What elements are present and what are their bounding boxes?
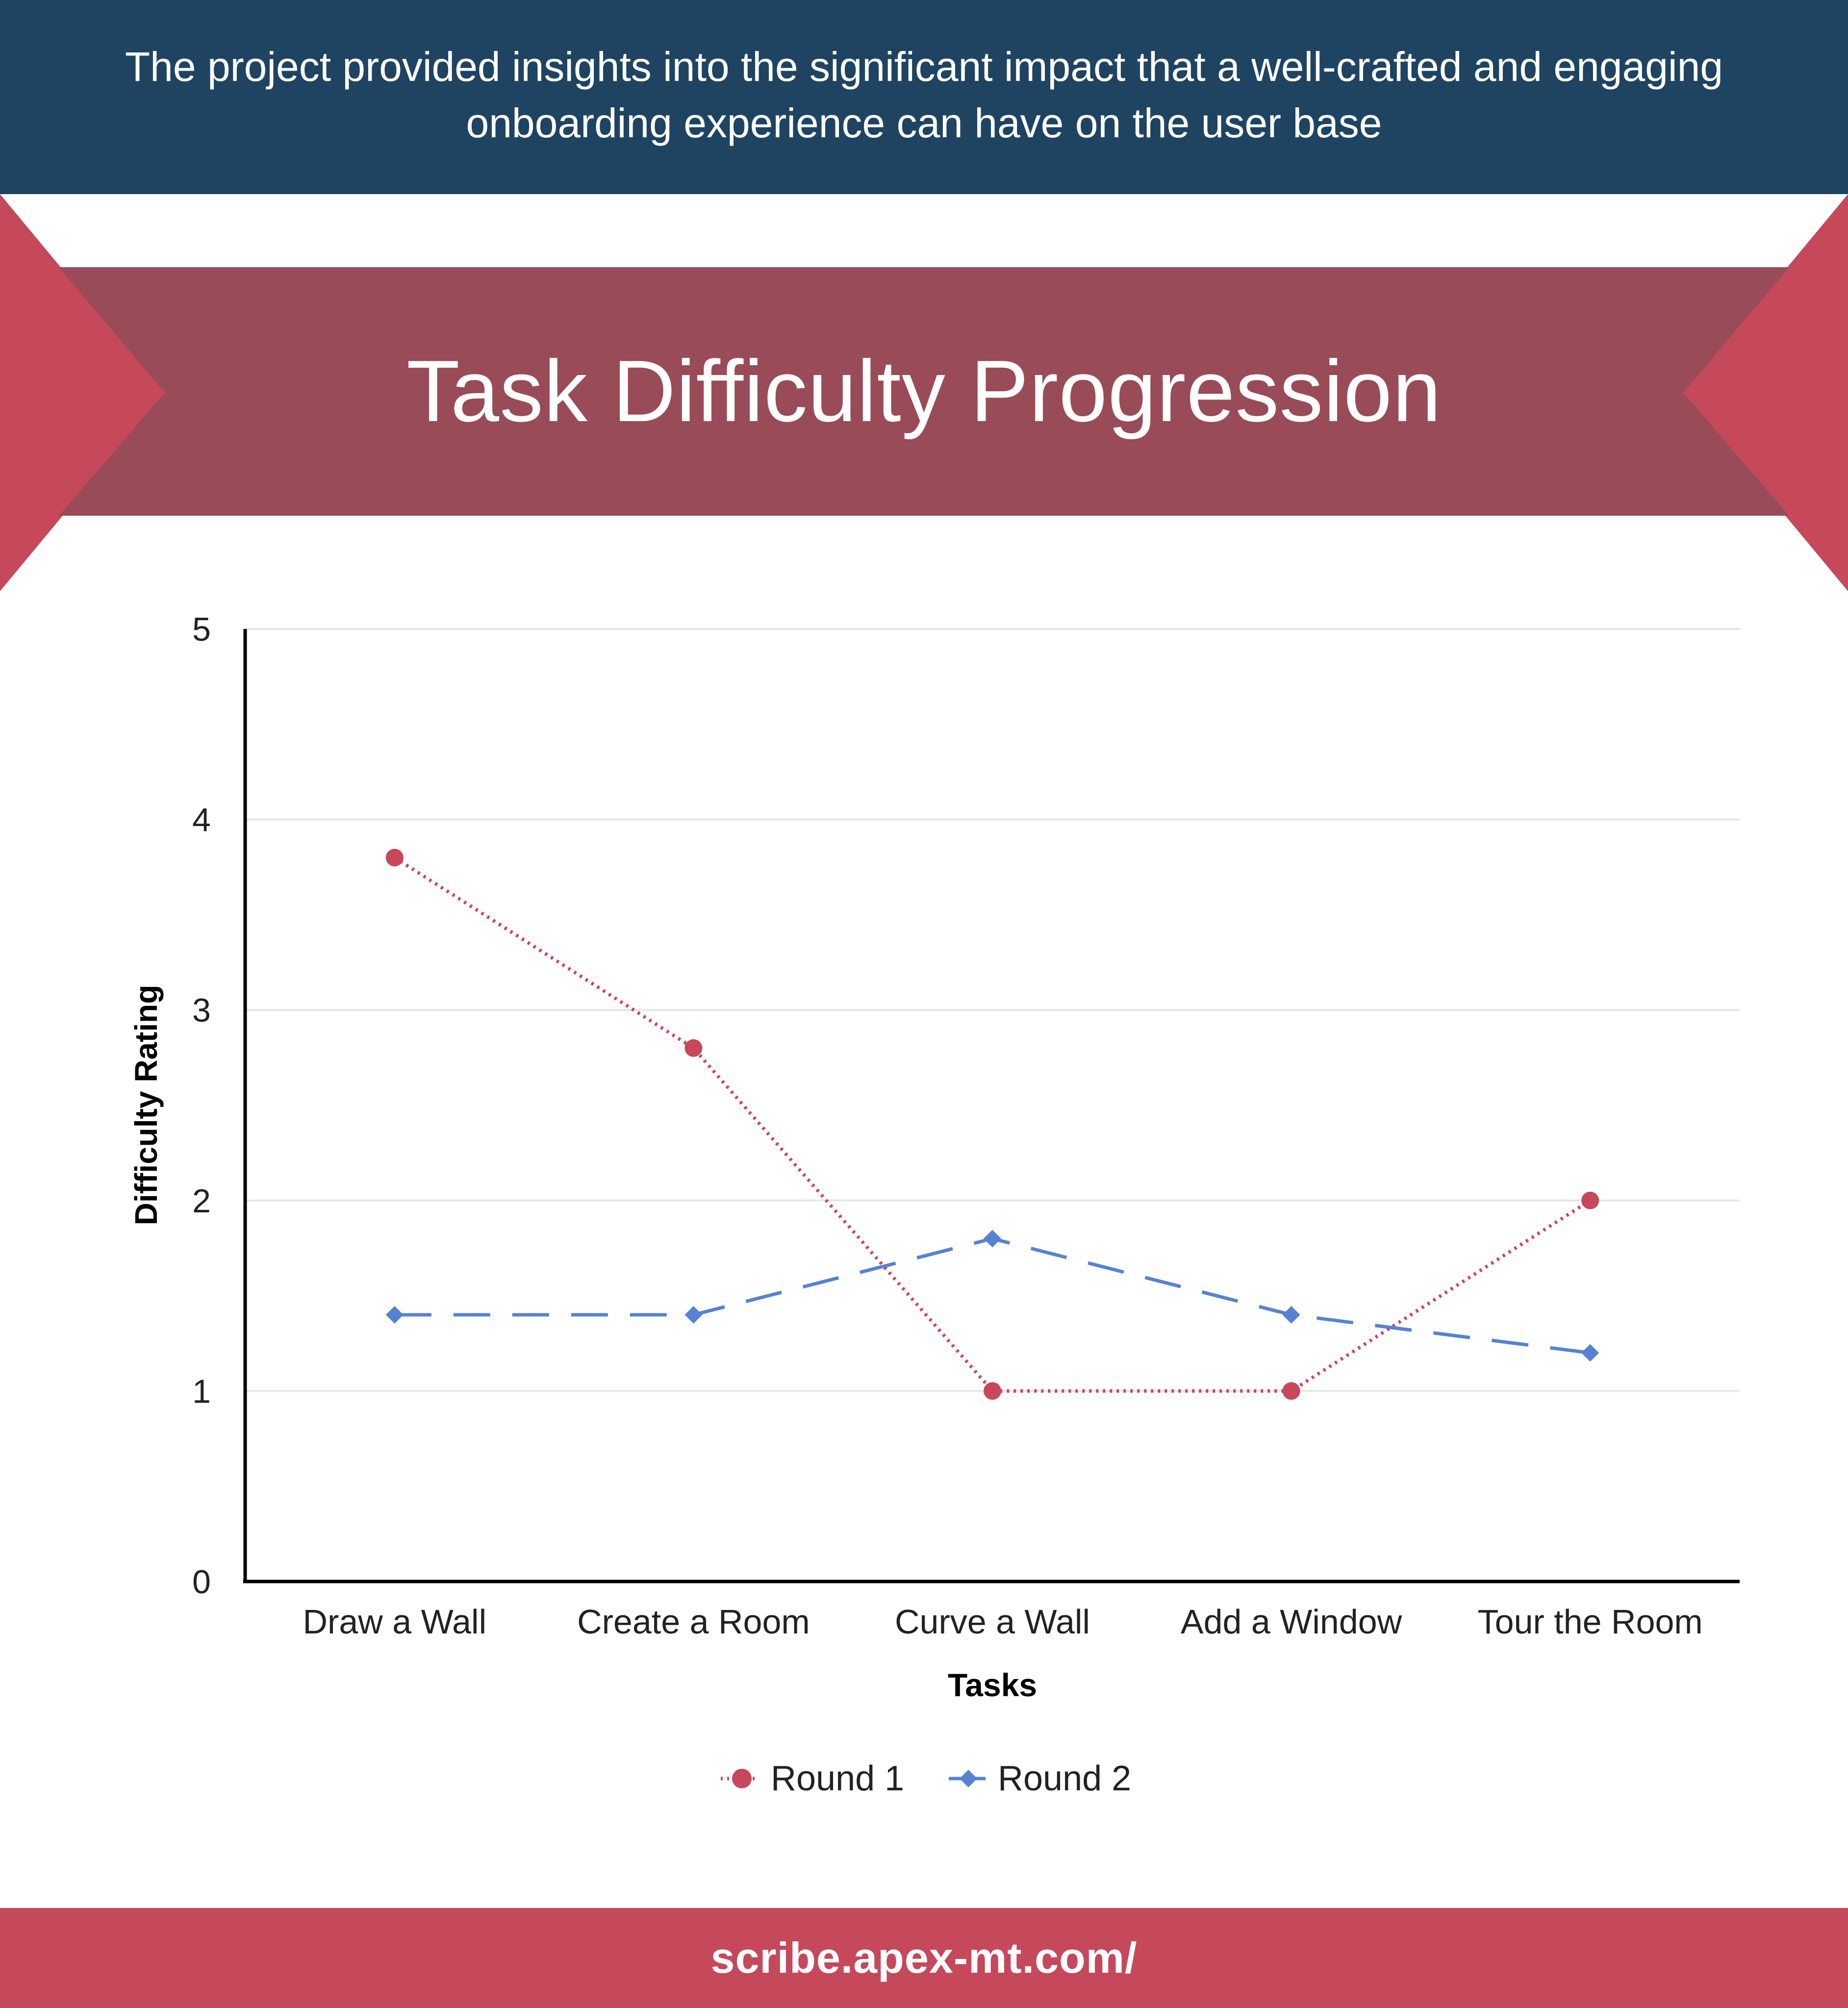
legend-marker-round-1 bbox=[732, 1769, 752, 1788]
point-round-1-create-a-room bbox=[684, 1039, 703, 1057]
header-text: The project provided insights into the s… bbox=[125, 44, 1723, 146]
point-round-1-draw-a-wall bbox=[385, 849, 404, 867]
legend-label-round-1: Round 1 bbox=[771, 1759, 904, 1798]
legend: Round 1 Round 2 bbox=[721, 1759, 1131, 1798]
point-round-1-tour-the-room bbox=[1581, 1191, 1599, 1209]
series-round-1 bbox=[385, 849, 1599, 1400]
footer-bar: scribe.apex-mt.com/ bbox=[0, 1908, 1848, 2008]
x-tick-label-curve-a-wall: Curve a Wall bbox=[895, 1603, 1090, 1641]
ribbon-band bbox=[59, 267, 1789, 516]
x-axis-label: Tasks bbox=[948, 1667, 1037, 1703]
x-tick-label-create-a-room: Create a Room bbox=[577, 1603, 810, 1641]
legend-marker-round-2 bbox=[960, 1770, 977, 1787]
footer-url[interactable]: scribe.apex-mt.com/ bbox=[710, 1933, 1138, 1982]
y-tick-label-1: 1 bbox=[192, 1373, 211, 1410]
point-round-2-add-a-window bbox=[1282, 1305, 1300, 1324]
y-tick-label-5: 5 bbox=[192, 611, 211, 648]
title-ribbon bbox=[0, 194, 1848, 591]
point-round-2-create-a-room bbox=[684, 1305, 703, 1324]
y-tick-labels: 0 1 2 3 4 5 bbox=[192, 611, 211, 1601]
grid-lines bbox=[245, 628, 1740, 1392]
y-tick-label-4: 4 bbox=[192, 802, 211, 839]
y-tick-label-3: 3 bbox=[192, 992, 211, 1029]
series bbox=[385, 849, 1599, 1400]
point-round-2-curve-a-wall bbox=[984, 1230, 1001, 1248]
ribbon-right-tip bbox=[1683, 194, 1848, 591]
series-round-2 bbox=[385, 1230, 1599, 1362]
legend-item-round-2: Round 2 bbox=[949, 1759, 1131, 1798]
header-banner: The project provided insights into the s… bbox=[0, 0, 1848, 194]
y-axis-label: Difficulty Rating bbox=[128, 985, 164, 1226]
x-tick-labels: Draw a Wall Create a Room Curve a Wall Add … bbox=[303, 1603, 1702, 1641]
series-line-round-1 bbox=[393, 856, 1592, 1393]
point-round-2-draw-a-wall bbox=[385, 1305, 404, 1324]
x-tick-label-draw-a-wall: Draw a Wall bbox=[303, 1603, 486, 1641]
chart-title: Task Difficulty Progression bbox=[406, 342, 1442, 440]
point-round-1-curve-a-wall bbox=[984, 1382, 1001, 1400]
axes bbox=[243, 629, 1740, 1583]
legend-label-round-2: Round 2 bbox=[998, 1759, 1131, 1798]
x-tick-label-add-a-window: Add a Window bbox=[1181, 1603, 1402, 1641]
ribbon-left-tip bbox=[0, 194, 165, 591]
point-round-1-add-a-window bbox=[1282, 1382, 1300, 1400]
series-line-round-2 bbox=[394, 1237, 1591, 1355]
y-tick-label-2: 2 bbox=[192, 1182, 211, 1220]
legend-item-round-1: Round 1 bbox=[721, 1759, 904, 1798]
point-round-2-tour-the-room bbox=[1581, 1344, 1599, 1362]
x-tick-label-tour-the-room: Tour the Room bbox=[1478, 1603, 1703, 1641]
y-tick-label-0: 0 bbox=[192, 1563, 211, 1601]
